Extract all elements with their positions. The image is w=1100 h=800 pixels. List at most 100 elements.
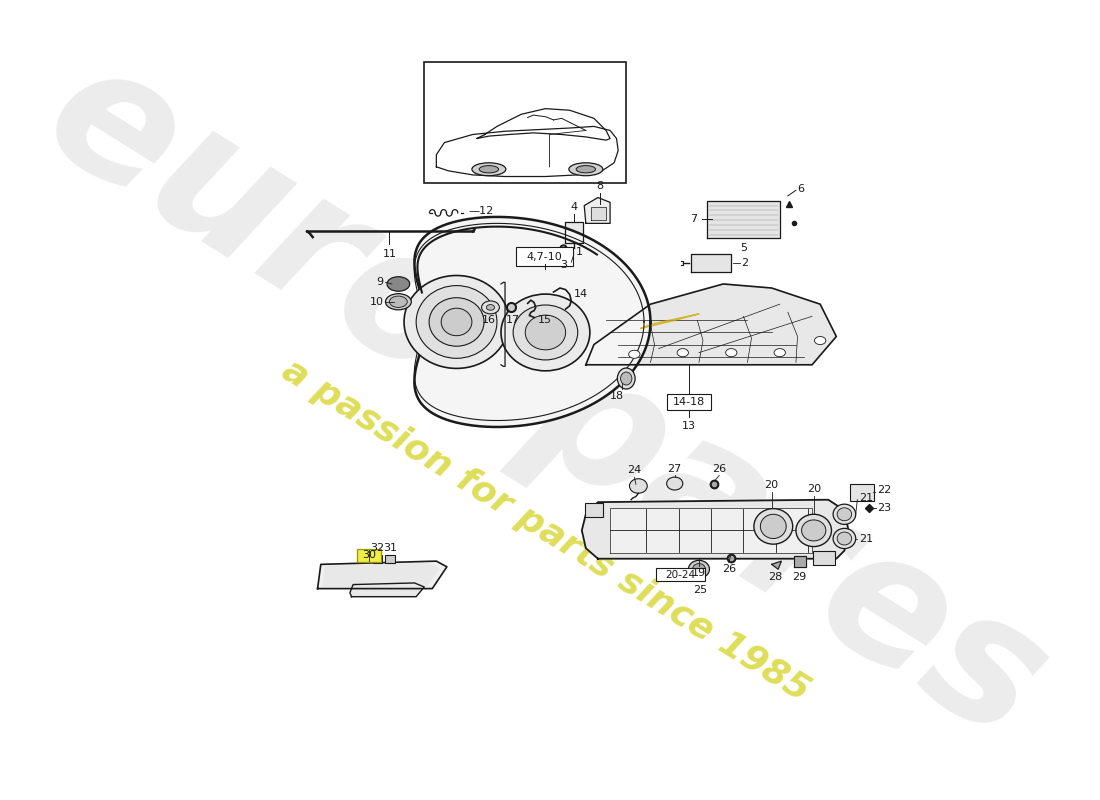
Ellipse shape <box>480 166 498 173</box>
Ellipse shape <box>796 514 832 546</box>
Ellipse shape <box>404 275 509 369</box>
FancyBboxPatch shape <box>668 394 711 410</box>
Ellipse shape <box>726 349 737 357</box>
Ellipse shape <box>837 532 851 545</box>
Ellipse shape <box>486 305 495 310</box>
Ellipse shape <box>754 509 793 544</box>
Polygon shape <box>586 284 836 365</box>
Text: 19: 19 <box>692 567 706 578</box>
Ellipse shape <box>760 514 786 538</box>
Ellipse shape <box>576 166 595 173</box>
Text: a passion for parts since 1985: a passion for parts since 1985 <box>276 353 815 708</box>
Ellipse shape <box>472 162 506 176</box>
Text: 6: 6 <box>798 185 804 194</box>
Ellipse shape <box>441 308 472 336</box>
Ellipse shape <box>629 350 640 358</box>
Text: 28: 28 <box>768 573 782 582</box>
Text: 16: 16 <box>482 315 496 326</box>
Text: 25: 25 <box>693 586 707 595</box>
Text: 4,7-10: 4,7-10 <box>527 251 562 262</box>
Text: 14-18: 14-18 <box>673 397 705 407</box>
Text: 21: 21 <box>859 493 873 503</box>
Ellipse shape <box>569 162 603 176</box>
Ellipse shape <box>689 560 710 578</box>
Polygon shape <box>437 126 618 177</box>
Polygon shape <box>564 222 583 242</box>
Ellipse shape <box>802 520 826 541</box>
Ellipse shape <box>500 294 590 371</box>
Ellipse shape <box>513 305 578 360</box>
Text: 20: 20 <box>806 484 821 494</box>
Ellipse shape <box>629 478 647 494</box>
Polygon shape <box>610 508 812 553</box>
Text: 23: 23 <box>877 503 891 513</box>
Ellipse shape <box>693 563 705 575</box>
Ellipse shape <box>833 529 856 549</box>
Bar <box>373 554 382 562</box>
Polygon shape <box>691 254 732 272</box>
Polygon shape <box>415 217 650 427</box>
Polygon shape <box>318 561 447 589</box>
Text: 2: 2 <box>741 258 748 268</box>
FancyBboxPatch shape <box>358 549 382 562</box>
Text: 24: 24 <box>627 466 641 475</box>
Ellipse shape <box>385 294 411 310</box>
Ellipse shape <box>667 477 683 490</box>
Text: 3: 3 <box>560 260 566 270</box>
Text: 32: 32 <box>371 543 384 553</box>
Ellipse shape <box>814 337 826 345</box>
Text: 20-24: 20-24 <box>666 570 695 580</box>
Text: 9: 9 <box>376 278 384 287</box>
Bar <box>385 554 395 562</box>
Text: 22: 22 <box>877 485 891 495</box>
FancyBboxPatch shape <box>850 484 875 501</box>
Text: —12: —12 <box>469 206 494 216</box>
FancyBboxPatch shape <box>813 550 835 565</box>
Text: 18: 18 <box>609 391 624 402</box>
Text: 26: 26 <box>722 564 736 574</box>
Ellipse shape <box>416 286 497 358</box>
Text: 20: 20 <box>764 480 779 490</box>
Ellipse shape <box>429 298 484 346</box>
FancyBboxPatch shape <box>656 569 705 582</box>
Polygon shape <box>592 207 606 220</box>
Text: 4: 4 <box>570 202 578 212</box>
Polygon shape <box>772 561 781 570</box>
Text: 30: 30 <box>362 550 376 561</box>
Ellipse shape <box>525 315 565 350</box>
Text: 10: 10 <box>370 297 384 306</box>
Ellipse shape <box>620 372 631 385</box>
Ellipse shape <box>833 504 856 524</box>
Text: 31: 31 <box>383 543 397 553</box>
Polygon shape <box>350 583 425 597</box>
Ellipse shape <box>837 508 851 521</box>
Polygon shape <box>582 500 848 558</box>
Text: 21: 21 <box>859 534 873 543</box>
Text: 8: 8 <box>596 181 603 191</box>
Text: 15: 15 <box>538 315 551 326</box>
Text: 27: 27 <box>668 464 682 474</box>
Polygon shape <box>707 201 780 238</box>
Text: 5: 5 <box>740 242 747 253</box>
FancyBboxPatch shape <box>516 247 573 266</box>
Bar <box>425 62 626 183</box>
Polygon shape <box>584 198 610 223</box>
Ellipse shape <box>678 349 689 357</box>
Text: 13: 13 <box>682 422 696 431</box>
Ellipse shape <box>617 368 635 389</box>
Polygon shape <box>794 556 805 566</box>
Text: 17: 17 <box>506 315 520 326</box>
Text: 29: 29 <box>792 573 806 582</box>
Ellipse shape <box>389 296 407 307</box>
Text: 7: 7 <box>690 214 697 224</box>
FancyBboxPatch shape <box>585 503 603 517</box>
Ellipse shape <box>482 301 499 314</box>
Ellipse shape <box>774 349 785 357</box>
Text: eurospares: eurospares <box>15 24 1076 778</box>
Polygon shape <box>323 563 439 586</box>
Ellipse shape <box>387 277 409 291</box>
Text: 11: 11 <box>383 250 396 259</box>
Text: 1: 1 <box>576 247 583 258</box>
Text: 14: 14 <box>574 290 587 299</box>
Text: 26: 26 <box>712 464 726 474</box>
